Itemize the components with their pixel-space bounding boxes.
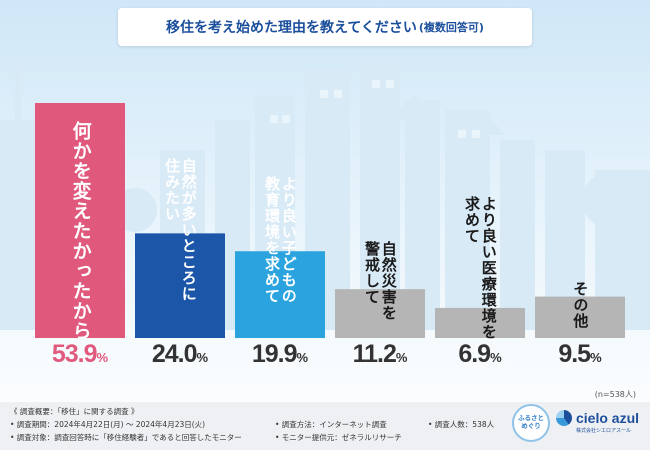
value-label-3: 19.9% [235, 340, 325, 369]
furusato-meguri-logo: ふるさと めぐり [512, 404, 550, 442]
value-label-6: 9.5% [535, 340, 625, 369]
brand-sub: 株式会社シエロアスール [576, 428, 632, 434]
value-unit: % [590, 350, 602, 365]
survey-method: • 調査方法：インターネット調査 [275, 420, 387, 429]
chart-title: 移住を考え始めた理由を教えてください (複数回答可) [118, 8, 532, 46]
bar-3 [235, 251, 325, 338]
title-main: 移住を考え始めた理由を教えてください [166, 20, 417, 36]
bar-label-3: より良い子どもの 教育環境を求めて [262, 176, 298, 305]
value-unit: % [196, 350, 209, 365]
bar-label-5: より良い医療環境を 求めて [462, 195, 498, 340]
bar-label-1: 何かを変えたかったから [69, 121, 92, 341]
survey-target: • 調査対象：調査回答時に「移住経験者」であると回答したモニター [10, 433, 242, 442]
bar-label-2: 自然が多いところに 住みたい [162, 158, 198, 303]
value-number: 53.9 [51, 340, 98, 368]
bar-label-line: 教育環境を求めて [262, 176, 281, 305]
bar-label-line: 何かを変えたかったから [69, 121, 92, 341]
brand-logo: cielo azul [556, 410, 639, 426]
value-unit: % [395, 350, 408, 365]
value-unit: % [490, 350, 502, 365]
value-number: 24.0 [151, 340, 198, 368]
bar-label-line: その他 [571, 280, 590, 329]
bar-label-line: より良い医療環境を [479, 195, 498, 340]
value-label-4: 11.2% [335, 340, 425, 369]
value-number: 19.9 [251, 340, 298, 368]
bar-chart [35, 103, 625, 338]
value-label-5: 6.9% [435, 340, 525, 369]
logo-line2: めぐり [521, 422, 541, 430]
brand-name: cielo azul [576, 410, 640, 426]
value-number: 9.5 [558, 340, 591, 368]
survey-count: • 調査人数：538人 [428, 420, 495, 429]
bar-4 [335, 289, 425, 338]
bar-label-line: 求めて [462, 195, 481, 244]
logo-line1: ふるさと [518, 414, 544, 423]
value-label-2: 24.0% [135, 340, 225, 369]
survey-provider: • モニター提供元：ゼネラルリサーチ [275, 433, 402, 442]
bar-6 [535, 296, 625, 338]
survey-period: • 調査期間：2024年4月22日(月) 〜 2024年4月23日(火) [10, 420, 206, 429]
bar-label-line: 警戒して [362, 241, 381, 306]
bar-1 [35, 103, 125, 338]
bar-label-4: 自然災害を 警戒して [362, 241, 398, 322]
value-unit: % [296, 350, 309, 365]
value-unit: % [96, 350, 109, 365]
bar-label-line: 自然が多いところに [179, 158, 198, 303]
bar-label-line: 自然災害を [379, 241, 398, 322]
survey-footer: 《 調査概要：「移住」に関する調査 》 • 調査期間：2024年4月22日(月)… [0, 402, 650, 450]
title-sub: (複数回答可) [418, 21, 484, 34]
value-number: 6.9 [458, 340, 491, 368]
survey-overview: 《 調査概要：「移住」に関する調査 》 [10, 407, 139, 416]
bar-label-line: 住みたい [162, 158, 181, 223]
value-number: 11.2 [352, 340, 397, 368]
bar-5 [435, 307, 525, 338]
sample-size: (n=538人) [594, 390, 636, 399]
brand-mark-icon [556, 410, 572, 426]
value-label-1: 53.9% [35, 340, 125, 369]
bar-2 [135, 233, 225, 338]
bar-label-6: その他 [571, 280, 590, 329]
bar-label-line: より良い子どもの [279, 176, 298, 305]
